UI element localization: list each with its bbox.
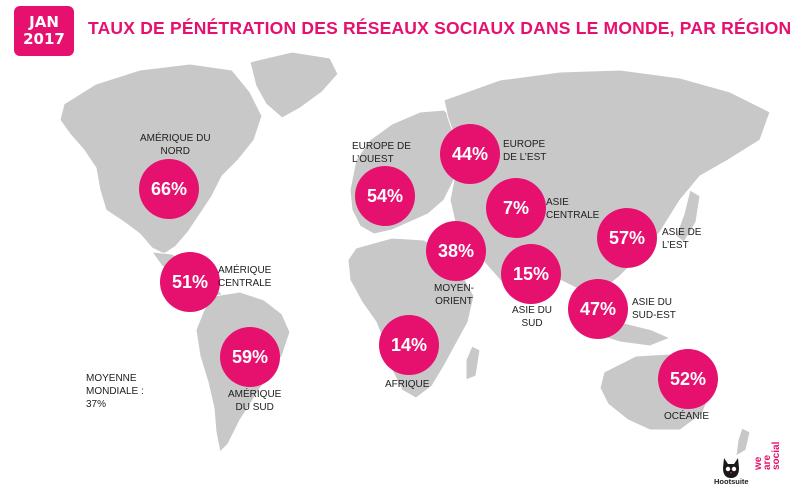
bubble-oceania: 52% xyxy=(658,349,718,409)
label-line: AFRIQUE xyxy=(385,379,430,390)
hootsuite-logo: Hootsuite xyxy=(714,477,749,486)
label-line: SUD-EST xyxy=(632,310,676,321)
label-line: DE L’EST xyxy=(503,152,547,163)
label-line: OCÉANIE xyxy=(664,411,710,422)
average-line: MONDIALE : xyxy=(86,386,144,397)
bubble-southeast-asia: 47% xyxy=(568,279,628,339)
label-line: AMÉRIQUE xyxy=(228,389,282,400)
bubble-western-europe: 54% xyxy=(355,166,415,226)
label-central-asia: ASIE CENTRALE xyxy=(546,196,599,222)
hootsuite-owl-icon xyxy=(723,458,739,478)
label-line: CENTRALE xyxy=(218,278,272,289)
badge-year: 2017 xyxy=(23,30,65,48)
label-western-europe: EUROPE DE L’OUEST xyxy=(352,140,411,166)
greenland xyxy=(249,51,339,119)
label-oceania: OCÉANIE xyxy=(664,410,709,423)
label-line: ASIE DU xyxy=(632,297,673,308)
label-line: ASIE DE xyxy=(662,227,702,238)
label-central-america: AMÉRIQUE CENTRALE xyxy=(218,264,271,290)
label-south-america: AMÉRIQUE DU SUD xyxy=(228,388,281,414)
label-line: DU SUD xyxy=(235,402,274,413)
average-line: MOYENNE xyxy=(86,373,137,384)
label-south-asia: ASIE DU SUD xyxy=(512,304,552,330)
asia xyxy=(443,69,771,301)
logo-line: social xyxy=(771,441,782,470)
new-zealand xyxy=(735,427,751,457)
world-average: MOYENNE MONDIALE : 37% xyxy=(86,372,144,411)
label-line: NORD xyxy=(160,146,190,157)
average-value: 37% xyxy=(86,399,107,410)
bubble-central-america: 51% xyxy=(160,252,220,312)
label-line: CENTRALE xyxy=(546,210,600,221)
label-line: L’OUEST xyxy=(352,154,394,165)
label-line: MOYEN- xyxy=(434,283,474,294)
label-line: ASIE xyxy=(546,197,569,208)
we-are-social-logo: we are social xyxy=(753,440,782,470)
label-africa: AFRIQUE xyxy=(385,378,429,391)
date-badge: JAN 2017 xyxy=(14,6,74,56)
label-line: EUROPE xyxy=(503,139,546,150)
page-title: TAUX DE PÉNÉTRATION DES RÉSEAUX SOCIAUX … xyxy=(88,18,792,38)
label-southeast-asia: ASIE DU SUD-EST xyxy=(632,296,676,322)
bubble-central-asia: 7% xyxy=(486,178,546,238)
bubble-south-asia: 15% xyxy=(501,244,561,304)
bubble-middle-east: 38% xyxy=(426,221,486,281)
label-line: ORIENT xyxy=(435,296,473,307)
label-eastern-europe: EUROPE DE L’EST xyxy=(503,138,546,164)
label-line: ASIE DU xyxy=(512,305,553,316)
label-north-america: AMÉRIQUE DU NORD xyxy=(140,132,211,158)
bubble-eastern-europe: 44% xyxy=(440,124,500,184)
label-east-asia: ASIE DE L’EST xyxy=(662,226,701,252)
japan xyxy=(675,189,701,243)
label-line: AMÉRIQUE xyxy=(218,265,272,276)
bubble-east-asia: 57% xyxy=(597,208,657,268)
label-line: EUROPE DE xyxy=(352,141,411,152)
badge-month: JAN xyxy=(29,13,59,31)
bubble-south-america: 59% xyxy=(220,327,280,387)
madagascar xyxy=(465,345,481,381)
label-line: SUD xyxy=(521,318,543,329)
label-line: L’EST xyxy=(662,240,689,251)
label-middle-east: MOYEN- ORIENT xyxy=(434,282,474,308)
bubble-africa: 14% xyxy=(379,315,439,375)
bubble-north-america: 66% xyxy=(139,159,199,219)
label-line: AMÉRIQUE DU xyxy=(140,133,211,144)
